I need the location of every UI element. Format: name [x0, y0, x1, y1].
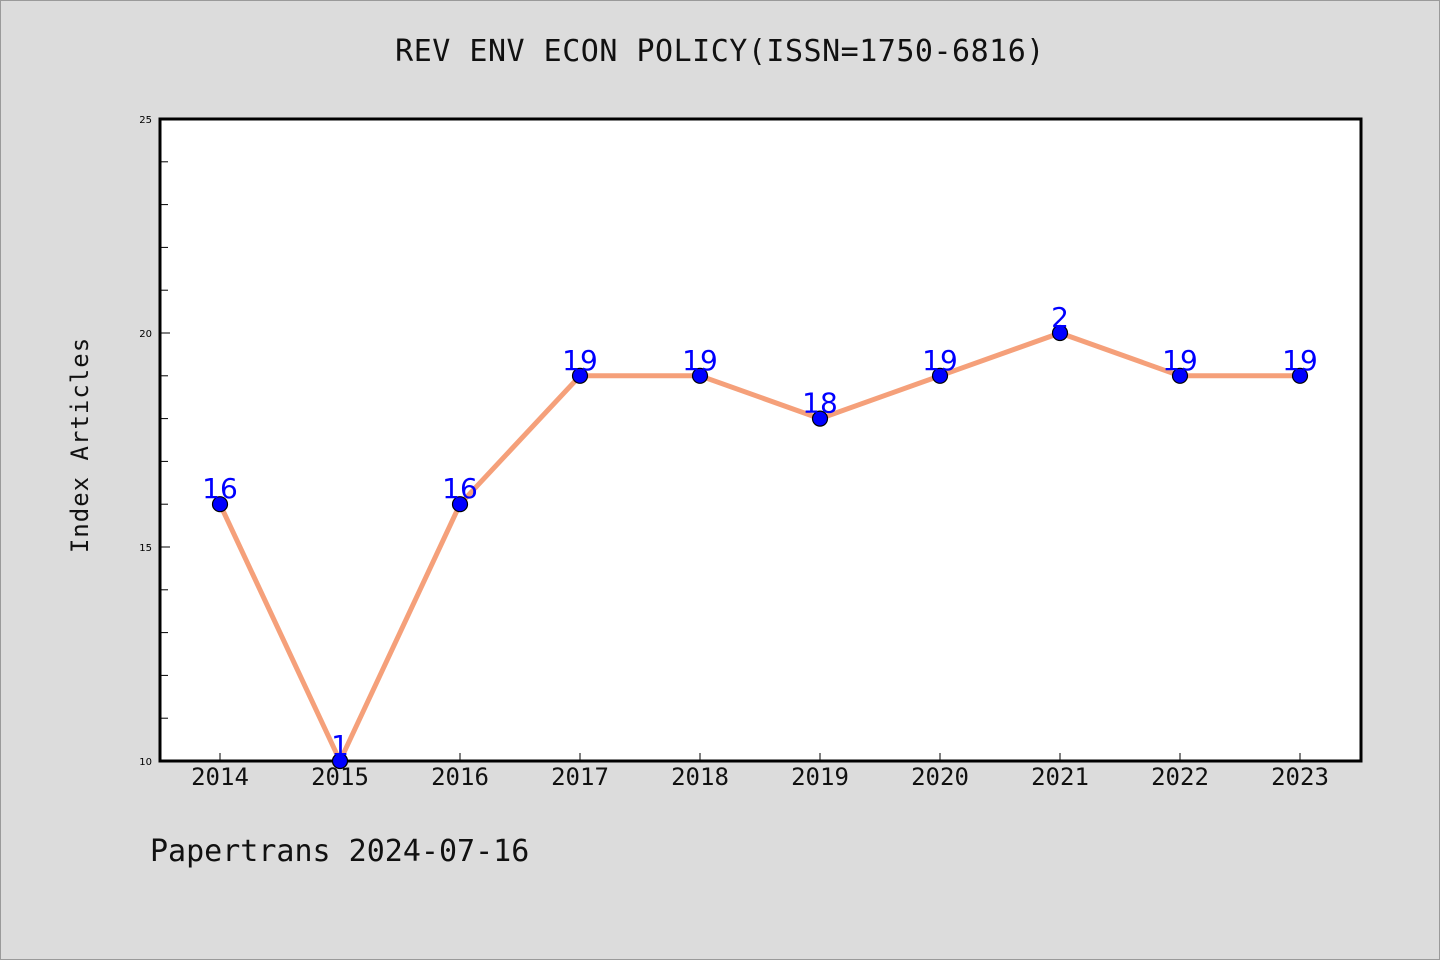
- data-label: 19: [682, 344, 718, 377]
- y-tick-label: 20: [139, 329, 152, 340]
- data-point: [811, 410, 829, 427]
- x-tick-label: 2023: [1271, 763, 1329, 791]
- x-tick-label: 2018: [671, 763, 729, 791]
- x-tick-label: 2021: [1031, 763, 1089, 791]
- data-point: [691, 367, 709, 384]
- data-point: [331, 752, 349, 770]
- x-tick-label: 2022: [1151, 763, 1209, 791]
- x-tick-label: 2017: [551, 763, 609, 791]
- y-tick-label: 15: [139, 543, 152, 554]
- data-label: 19: [922, 344, 958, 377]
- data-label: 19: [1282, 344, 1318, 377]
- data-point: [931, 367, 949, 384]
- data-label: 2: [1051, 301, 1069, 334]
- data-point: [571, 367, 589, 384]
- data-point: [1291, 367, 1309, 384]
- data-label: 18: [802, 387, 838, 420]
- x-tick-label: 2016: [431, 763, 489, 791]
- data-label: 19: [562, 344, 598, 377]
- data-point: [1051, 324, 1069, 342]
- x-tick-label: 2019: [791, 763, 849, 791]
- plot-area: [158, 117, 1363, 763]
- y-tick-label: 10: [139, 757, 152, 768]
- data-label: 16: [442, 472, 478, 505]
- data-label: 1: [331, 729, 349, 762]
- x-tick-label: 2014: [191, 763, 249, 791]
- x-tick-label: 2020: [911, 763, 969, 791]
- data-label: 19: [1162, 344, 1198, 377]
- chart-title: REV ENV ECON POLICY(ISSN=1750-6816): [395, 34, 1045, 69]
- y-tick-label: 25: [139, 115, 152, 126]
- data-point: [1171, 367, 1189, 384]
- footer-note: Papertrans 2024-07-16: [150, 834, 530, 869]
- series-line: [217, 330, 1303, 764]
- data-label: 16: [202, 472, 238, 505]
- data-point: [451, 496, 469, 513]
- data-point: [211, 496, 229, 513]
